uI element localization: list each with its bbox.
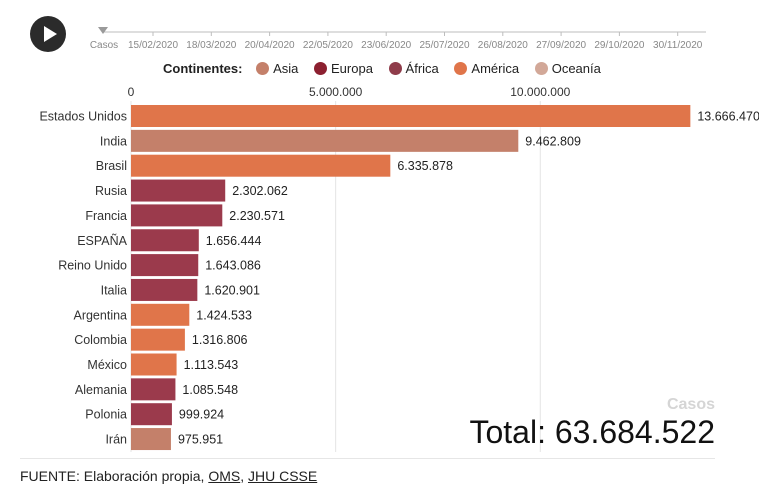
bar[interactable]	[131, 428, 171, 451]
bar[interactable]	[131, 204, 223, 227]
legend-label-oceania: Oceanía	[551, 61, 601, 76]
value-label: 13.666.470	[697, 110, 759, 124]
timeline-date-label: 30/11/2020	[653, 40, 703, 51]
legend-item-africa[interactable]: África	[388, 61, 439, 76]
bar[interactable]	[131, 105, 691, 127]
bar[interactable]	[131, 328, 185, 351]
divider	[20, 458, 715, 459]
legend-swatch-europa	[314, 62, 327, 75]
timeline-date-label: 18/03/2020	[186, 40, 236, 51]
legend-label-asia: Asia	[273, 61, 299, 76]
category-label: Brasil	[96, 159, 127, 173]
category-label: ESPAÑA	[77, 234, 127, 248]
category-label: Polonia	[85, 408, 127, 422]
timeline-slider[interactable]: Casos 15/02/2020 18/03/2020 20/04/2020 22/05…	[0, 0, 759, 60]
category-label: Francia	[85, 209, 127, 223]
legend-swatch-asia	[256, 62, 270, 75]
source-note: FUENTE: Elaboración propia, OMS, JHU CSS…	[20, 468, 317, 484]
value-label: 9.462.809	[525, 134, 581, 148]
bar[interactable]	[131, 154, 391, 177]
bar[interactable]	[131, 179, 226, 202]
play-button[interactable]	[30, 16, 66, 52]
bar[interactable]	[131, 254, 199, 277]
legend-label-europa: Europa	[331, 61, 373, 76]
timeline-date-label: 25/07/2020	[419, 40, 469, 51]
timeline-label: Casos	[90, 40, 118, 51]
x-tick-label: 5.000.000	[309, 85, 363, 99]
category-label: Alemania	[75, 383, 127, 397]
source-link-jhu[interactable]: JHU CSSE	[247, 468, 318, 484]
bar-chart: 0 5.000.000 10.000.000 Estados Unidos 13.666…	[39, 85, 759, 452]
value-label: 1.643.086	[205, 259, 261, 273]
source-prefix: FUENTE: Elaboración propia,	[20, 468, 209, 484]
value-label: 999.924	[179, 408, 224, 422]
timeline-date-label: 26/08/2020	[478, 40, 528, 51]
legend-item-america[interactable]: América	[454, 61, 519, 76]
category-label: México	[87, 358, 127, 372]
legend-label-africa: África	[405, 61, 439, 76]
legend-swatch-oceania	[534, 62, 548, 75]
bar[interactable]	[131, 229, 199, 252]
source-link-oms[interactable]: OMS	[208, 468, 241, 484]
category-label: Estados Unidos	[39, 110, 127, 124]
value-label: 1.113.543	[184, 358, 239, 372]
value-label: 1.424.533	[196, 308, 252, 322]
category-label: Colombia	[74, 333, 127, 347]
value-label: 2.302.062	[232, 184, 288, 198]
value-label: 1.656.444	[206, 234, 262, 248]
bar[interactable]	[131, 378, 176, 401]
timeline-date-label: 27/09/2020	[536, 40, 586, 51]
x-tick-label: 10.000.000	[510, 85, 570, 99]
category-label: India	[100, 134, 127, 148]
value-label: 1.620.901	[204, 283, 260, 297]
bar[interactable]	[131, 303, 190, 326]
legend-item-asia[interactable]: Asia	[256, 61, 298, 76]
legend-item-europa[interactable]: Europa	[314, 61, 373, 76]
value-label: 1.085.548	[182, 383, 238, 397]
timeline-handle[interactable]	[98, 27, 108, 34]
category-label: Italia	[101, 283, 127, 297]
category-label: Argentina	[73, 308, 127, 322]
bar[interactable]	[131, 353, 177, 376]
legend-label-america: América	[471, 61, 520, 76]
bar[interactable]	[131, 129, 519, 152]
x-tick-label: 0	[128, 85, 135, 99]
legend-swatch-america	[454, 62, 468, 75]
timeline-date-label: 15/02/2020	[128, 40, 178, 51]
total-cases: Total: 63.684.522	[469, 414, 715, 450]
category-label: Irán	[105, 433, 127, 447]
metric-label: Casos	[666, 396, 715, 413]
play-icon	[44, 26, 57, 42]
legend-item-oceania[interactable]: Oceanía	[534, 61, 601, 76]
value-label: 2.230.571	[229, 209, 285, 223]
value-label: 6.335.878	[397, 159, 453, 173]
source-separator: ,	[240, 468, 248, 484]
timeline-date-label: 23/06/2020	[361, 40, 411, 51]
legend-swatch-africa	[388, 62, 402, 75]
continent-legend: Continentes: Asia Europa África América …	[163, 61, 613, 76]
value-label: 1.316.806	[192, 333, 248, 347]
legend-title: Continentes:	[163, 61, 243, 76]
category-label: Reino Unido	[58, 259, 127, 273]
timeline-date-label: 20/04/2020	[245, 40, 295, 51]
timeline-date-label: 29/10/2020	[594, 40, 644, 51]
bar[interactable]	[131, 278, 198, 301]
bar[interactable]	[131, 403, 172, 426]
value-label: 975.951	[178, 433, 223, 447]
category-label: Rusia	[95, 184, 127, 198]
timeline-date-label: 22/05/2020	[303, 40, 353, 51]
